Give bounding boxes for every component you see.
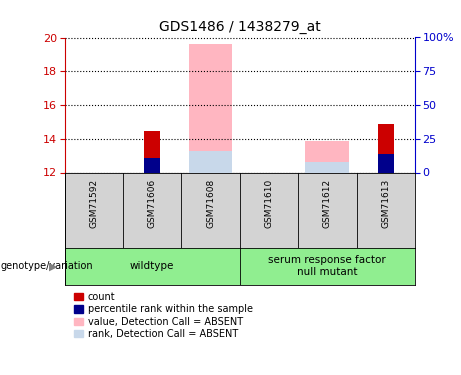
Bar xyxy=(378,154,394,173)
Text: genotype/variation: genotype/variation xyxy=(0,261,93,271)
Legend: count, percentile rank within the sample, value, Detection Call = ABSENT, rank, : count, percentile rank within the sample… xyxy=(74,292,253,339)
Bar xyxy=(144,131,160,172)
Text: GSM71612: GSM71612 xyxy=(323,178,332,228)
Text: GSM71610: GSM71610 xyxy=(265,178,273,228)
Text: GSM71608: GSM71608 xyxy=(206,178,215,228)
Bar xyxy=(378,124,394,172)
Title: GDS1486 / 1438279_at: GDS1486 / 1438279_at xyxy=(159,20,320,34)
Text: GSM71592: GSM71592 xyxy=(89,178,98,228)
Bar xyxy=(189,150,232,172)
Bar xyxy=(240,248,415,285)
Bar xyxy=(65,248,240,285)
Text: ▶: ▶ xyxy=(49,261,57,271)
Bar xyxy=(305,162,349,172)
Text: GSM71606: GSM71606 xyxy=(148,178,157,228)
Bar xyxy=(189,44,232,172)
Bar xyxy=(144,158,160,172)
Bar xyxy=(305,141,349,172)
Text: wildtype: wildtype xyxy=(130,261,174,271)
Text: serum response factor
null mutant: serum response factor null mutant xyxy=(268,255,386,278)
Text: GSM71613: GSM71613 xyxy=(381,178,390,228)
